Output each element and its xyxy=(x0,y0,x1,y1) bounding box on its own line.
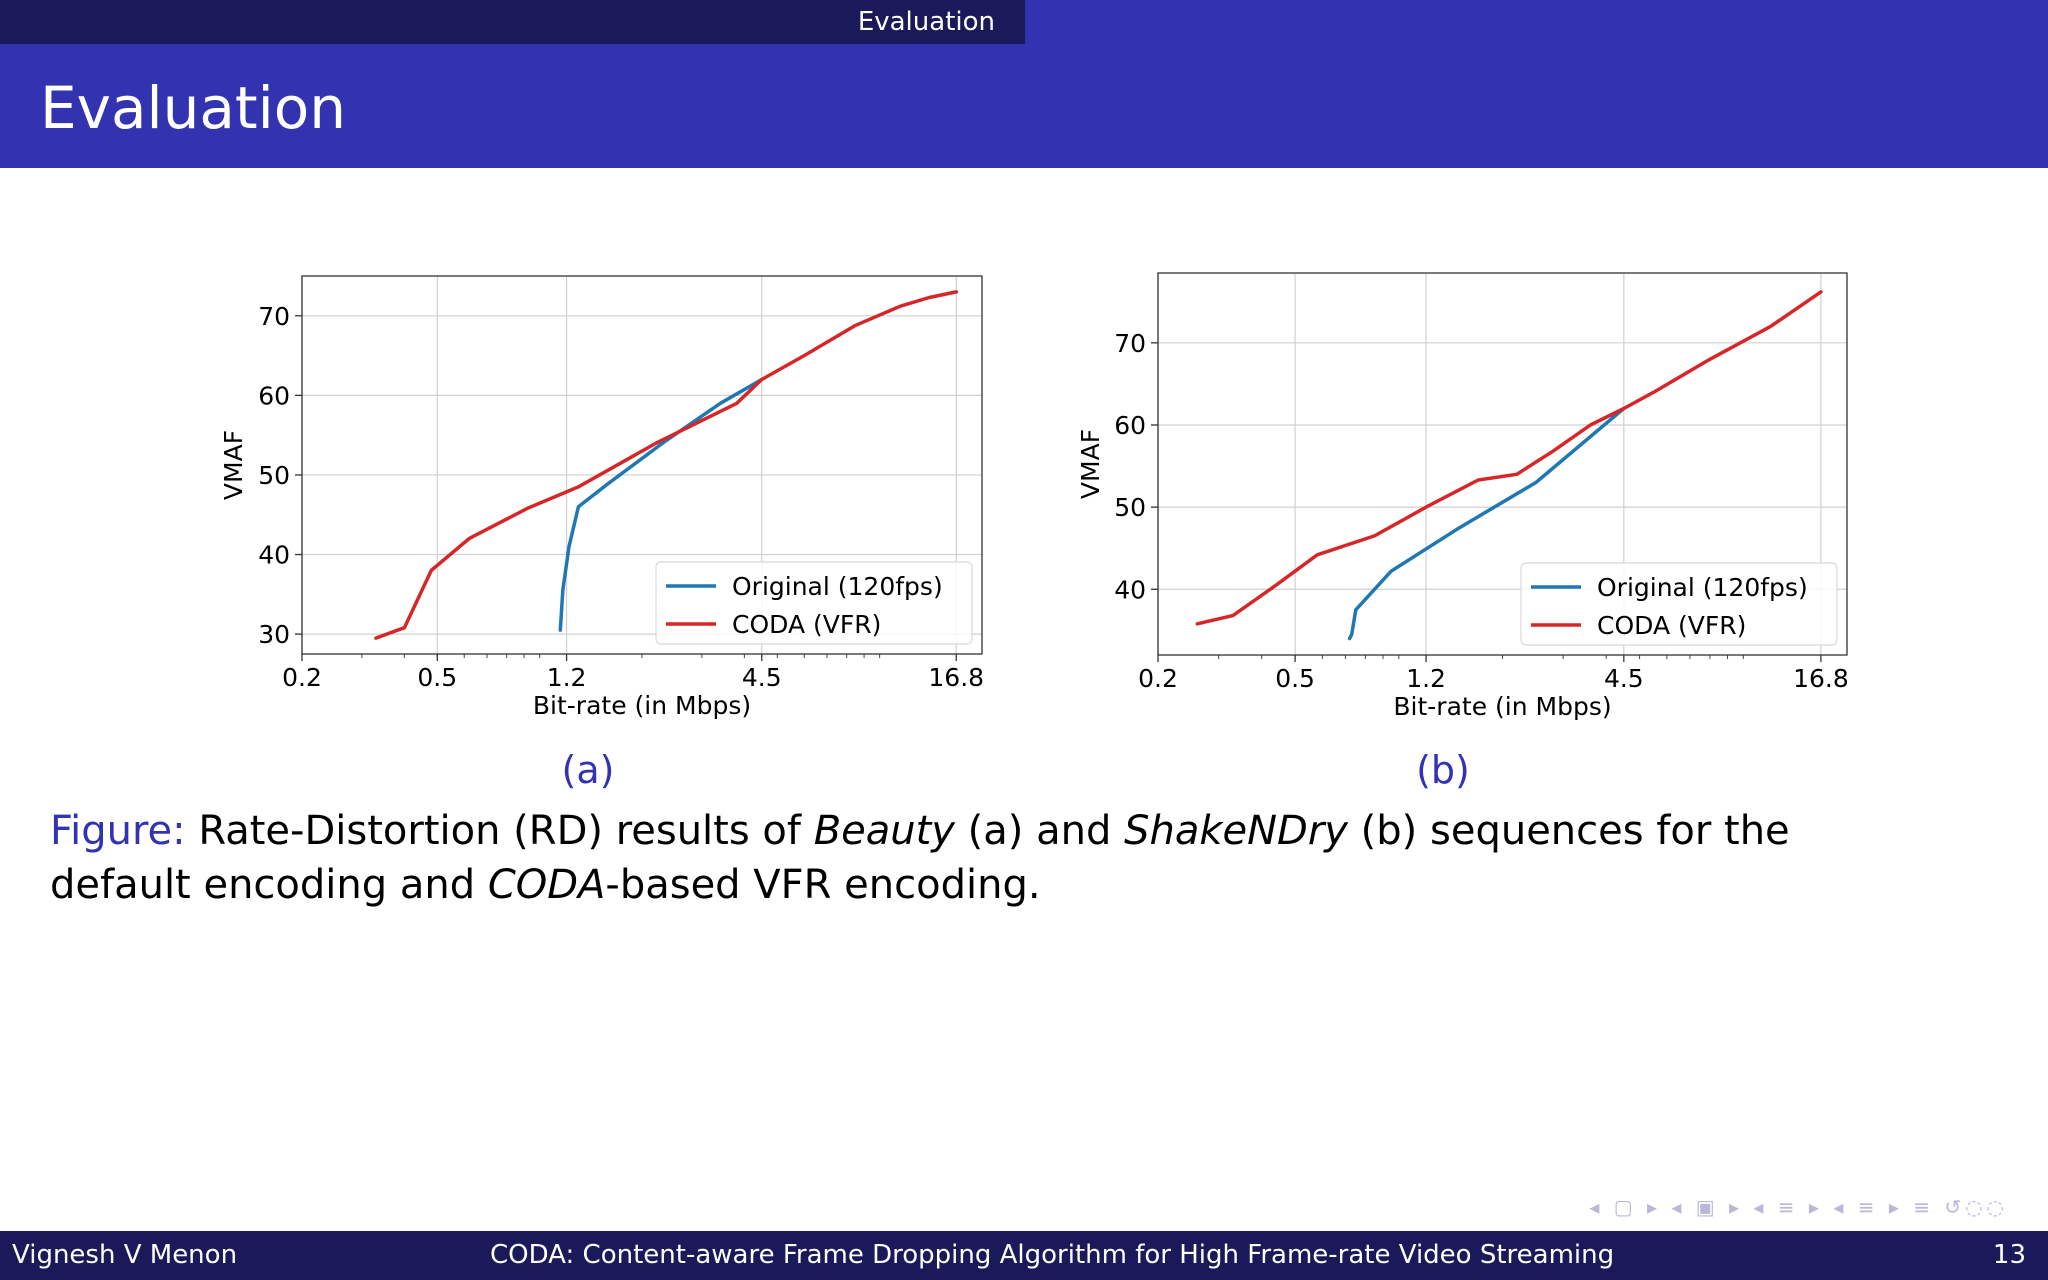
x-axis-label: Bit-rate (in Mbps) xyxy=(1393,692,1611,721)
rd-chart-shakendry: 0.2 0.5 1.2 4.5 16.8 40 50 60 70 Bit-rate (in Mbp… xyxy=(1035,255,1875,735)
y-tick-label: 40 xyxy=(1114,575,1146,604)
x-tick-label: 1.2 xyxy=(547,663,587,692)
subcaption-b: (b) xyxy=(1416,748,1470,792)
caption-text-2: (a) and xyxy=(954,808,1125,854)
legend-box xyxy=(655,561,973,645)
plot-frame xyxy=(301,275,983,655)
y-tick-label: 50 xyxy=(1114,493,1146,522)
x-tick-label: 4.5 xyxy=(742,663,782,692)
x-tick-label: 16.8 xyxy=(1793,664,1849,693)
x-tick-label: 1.2 xyxy=(1406,664,1446,693)
subcaption-a: (a) xyxy=(561,748,615,792)
caption-beauty: Beauty xyxy=(813,808,955,854)
series-line-original xyxy=(1347,406,1626,641)
section-tab-evaluation[interactable]: Evaluation xyxy=(0,0,1025,44)
chart-svg: 0.2 0.5 1.2 4.5 16.8 40 50 60 70 Bit-rate (in Mbp… xyxy=(1076,272,1849,721)
x-tick-label: 0.5 xyxy=(417,663,457,692)
series-line-original xyxy=(558,377,764,632)
x-tick-label: 0.2 xyxy=(282,663,322,692)
y-tick-label: 70 xyxy=(258,302,290,331)
rd-chart-beauty: 0.2 0.5 1.2 4.5 16.8 30 40 50 60 70 Bit-rate (in M… xyxy=(180,255,1020,735)
legend-box xyxy=(1520,562,1838,646)
caption-shakendry: ShakeNDry xyxy=(1124,808,1348,854)
figure-label: Figure: xyxy=(50,808,186,854)
y-tick-label: 60 xyxy=(258,381,290,410)
x-axis-label: Bit-rate (in Mbps) xyxy=(533,691,751,720)
x-tick-label: 0.2 xyxy=(1138,664,1178,693)
y-tick-label: 30 xyxy=(258,620,290,649)
caption-coda: CODA xyxy=(487,862,606,908)
footer-bar: Vignesh V Menon CODA: Content-aware Fram… xyxy=(0,1231,2048,1280)
frame-title-bar: Evaluation xyxy=(0,44,2048,168)
y-axis-label: VMAF xyxy=(219,430,248,500)
slide-title: Evaluation xyxy=(40,74,347,142)
legend-entry: CODA (VFR) xyxy=(1597,611,1746,640)
y-tick-label: 50 xyxy=(258,461,290,490)
figure-caption: Figure: Rate-Distortion (RD) results of … xyxy=(50,804,1930,912)
beamer-navigation-symbols[interactable]: ◂ ▢ ▸ ◂ ▣ ▸ ◂ ≡ ▸ ◂ ≡ ▸ ≡ ↺◌◌ xyxy=(1589,1195,2008,1219)
caption-text-1: Rate-Distortion (RD) results of xyxy=(185,808,814,854)
footer-author: Vignesh V Menon xyxy=(12,1240,238,1270)
page-number: 13 xyxy=(1992,1240,2026,1270)
y-tick-label: 70 xyxy=(1114,329,1146,358)
legend-entry: Original (120fps) xyxy=(1597,573,1808,602)
plot-frame xyxy=(1157,272,1848,656)
legend-entry: Original (120fps) xyxy=(732,572,943,601)
y-tick-label: 40 xyxy=(258,541,290,570)
x-tick-label: 4.5 xyxy=(1604,664,1644,693)
caption-text-4: -based VFR encoding. xyxy=(605,862,1041,908)
legend-entry: CODA (VFR) xyxy=(732,610,881,639)
footer-title: CODA: Content-aware Frame Dropping Algor… xyxy=(490,1240,1615,1270)
y-tick-label: 60 xyxy=(1114,411,1146,440)
y-axis-label: VMAF xyxy=(1076,429,1105,499)
caption-text-3: (b) sequences for the default encoding a… xyxy=(50,808,1790,908)
x-tick-label: 0.5 xyxy=(1275,664,1315,693)
section-navigation-bar: Evaluation xyxy=(0,0,2048,44)
x-tick-label: 16.8 xyxy=(928,663,984,692)
chart-svg: 0.2 0.5 1.2 4.5 16.8 30 40 50 60 70 Bit-rate (in M… xyxy=(219,275,984,720)
series-line-coda xyxy=(1195,290,1823,626)
series-line-coda xyxy=(374,290,959,640)
